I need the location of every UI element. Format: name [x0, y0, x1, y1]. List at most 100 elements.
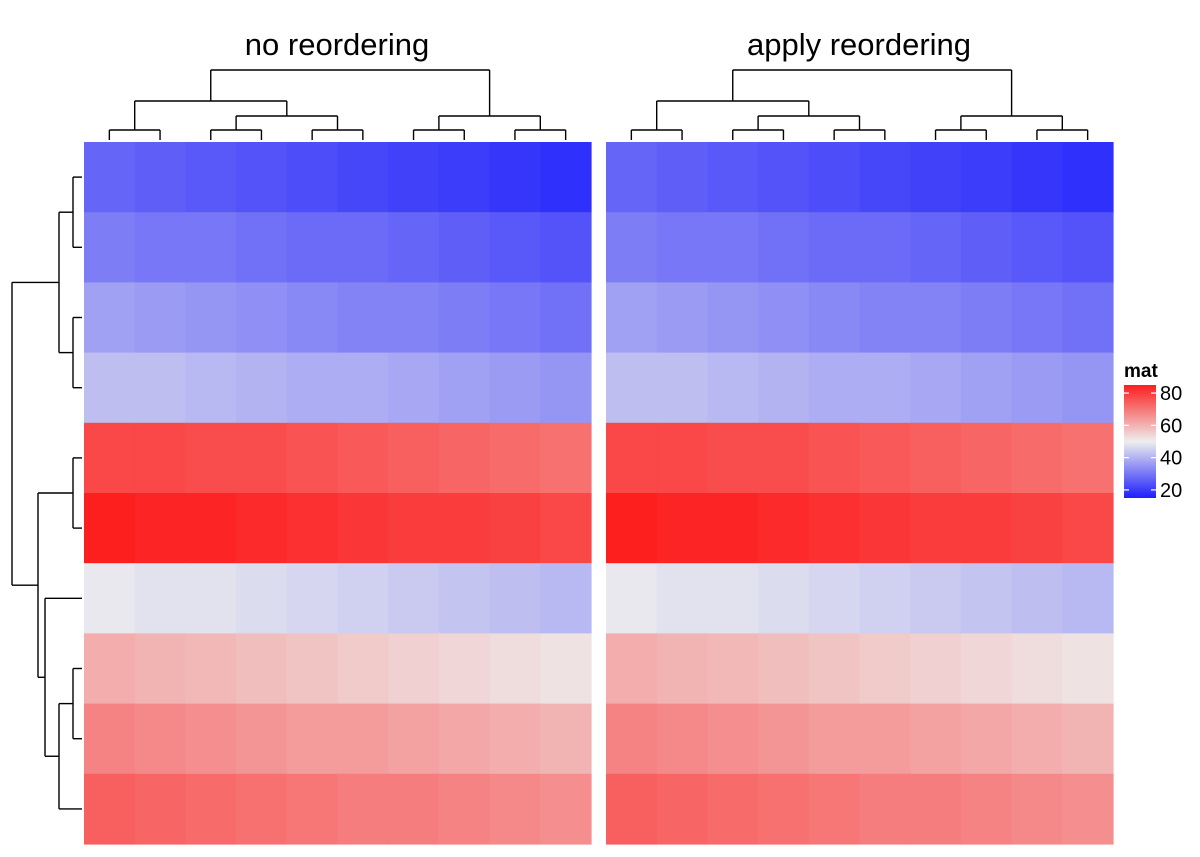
heatmap-cell [337, 282, 389, 354]
heatmap-cell [606, 703, 658, 775]
heatmap-cell [185, 563, 237, 634]
heatmap-cell [236, 282, 288, 354]
heatmap-cell [606, 633, 658, 705]
heatmap-cell [84, 493, 136, 564]
heatmap-cell [388, 282, 440, 354]
heatmap-cell [859, 422, 911, 494]
heatmap-cell [758, 352, 810, 424]
heatmap-cell [808, 773, 861, 845]
heatmap-cell [185, 142, 237, 213]
heatmap-cell [960, 282, 1013, 354]
heatmap-cell [236, 493, 288, 564]
heatmap-cell [656, 563, 708, 634]
heatmap-cell [134, 282, 186, 354]
heatmap-cell [438, 563, 491, 634]
heatmap-cell [540, 493, 592, 564]
heatmap-cell [1062, 703, 1114, 775]
heatmap-cell [438, 142, 491, 213]
heatmap-cell [1062, 773, 1114, 845]
heatmap-cell [960, 352, 1013, 424]
heatmap-cell [540, 422, 592, 494]
heatmap-cell [758, 493, 810, 564]
panel-title-no-reordering: no reordering [245, 27, 429, 62]
heatmap-cell [134, 703, 186, 775]
heatmap-cell [236, 563, 288, 634]
heatmap-cell [1011, 142, 1063, 213]
heatmap-cell [656, 352, 708, 424]
heatmap-cell [960, 493, 1013, 564]
heatmap-cell [134, 422, 186, 494]
heatmap-cell [388, 422, 440, 494]
heatmap-cell [606, 142, 658, 213]
heatmap-cell [489, 352, 541, 424]
heatmap-cell [540, 352, 592, 424]
heatmap-cell [84, 422, 136, 494]
heatmap-cell [540, 703, 592, 775]
heatmap-cell [134, 352, 186, 424]
heatmap-cell [489, 212, 541, 283]
heatmap-cell [606, 773, 658, 845]
heatmap-cell [540, 142, 592, 213]
heatmap-cell [758, 422, 810, 494]
heatmap-cell [134, 563, 186, 634]
heatmap-cell [656, 282, 708, 354]
heatmap-cell [808, 142, 861, 213]
heatmap-cell [236, 212, 288, 283]
heatmap-cell [707, 563, 759, 634]
heatmap-cell [236, 633, 288, 705]
heatmap-cell [236, 703, 288, 775]
heatmap-cell [707, 422, 759, 494]
legend-tick-label: 60 [1160, 415, 1182, 437]
heatmap-cell [185, 703, 237, 775]
heatmap-cell [1011, 773, 1063, 845]
heatmap-cell [540, 282, 592, 354]
heatmap-cell [489, 422, 541, 494]
heatmap-cell [84, 352, 136, 424]
heatmap-cell [185, 352, 237, 424]
heatmap-cell [859, 212, 911, 283]
heatmap-cell [388, 773, 440, 845]
heatmap-cell [859, 282, 911, 354]
heatmap-cell [1011, 563, 1063, 634]
heatmap-cell [808, 282, 861, 354]
heatmap-cell [656, 633, 708, 705]
heatmap-cell [337, 633, 389, 705]
heatmap-cell [606, 422, 658, 494]
heatmap-cell [134, 212, 186, 283]
heatmap-cell [540, 633, 592, 705]
heatmap-cell [758, 773, 810, 845]
heatmap-cell [1011, 493, 1063, 564]
heatmap-cell [438, 352, 491, 424]
heatmap-cell [707, 633, 759, 705]
heatmap-cell [438, 422, 491, 494]
heatmap-cell [134, 493, 186, 564]
heatmap-cell [910, 282, 962, 354]
heatmap-cell [707, 282, 759, 354]
heatmap-cell [656, 142, 708, 213]
heatmap-cell [606, 563, 658, 634]
heatmap-cell [910, 563, 962, 634]
heatmap-cell [84, 212, 136, 283]
heatmap-cell [1062, 212, 1114, 283]
heatmap-cell [1062, 422, 1114, 494]
heatmap-cell [438, 773, 491, 845]
heatmap-cell [606, 352, 658, 424]
heatmap-cell [656, 493, 708, 564]
heatmap-cell [910, 703, 962, 775]
heatmap-cell [859, 633, 911, 705]
heatmap-cell [438, 212, 491, 283]
heatmap-cell [540, 212, 592, 283]
heatmap-cell [337, 703, 389, 775]
heatmap-cell [1062, 352, 1114, 424]
heatmap-cell [388, 212, 440, 283]
heatmap-cell [859, 142, 911, 213]
heatmap-cell [859, 703, 911, 775]
heatmap-cell [910, 422, 962, 494]
heatmap-cell [859, 493, 911, 564]
heatmap-cell [388, 493, 440, 564]
heatmap-cell [808, 563, 861, 634]
heatmap-cell [489, 773, 541, 845]
heatmap-cell [859, 352, 911, 424]
heatmap-cell [286, 493, 339, 564]
